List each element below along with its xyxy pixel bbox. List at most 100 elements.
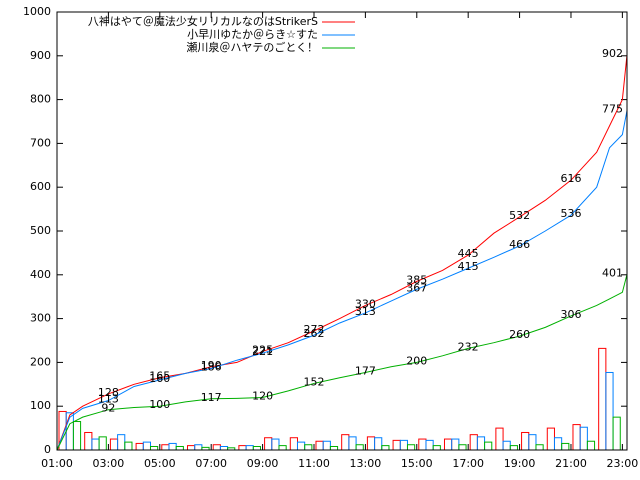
data-label: 260	[509, 328, 530, 341]
data-label: 262	[303, 327, 324, 340]
bar	[528, 434, 537, 451]
legend-label: 瀬川泉＠ハヤテのごとく！	[186, 40, 318, 54]
bar	[161, 444, 170, 451]
data-label: 117	[201, 391, 222, 404]
series-line	[56, 274, 628, 451]
bar	[348, 436, 357, 451]
bar	[278, 445, 287, 451]
x-tick-label: 11:00	[298, 457, 330, 470]
y-tick-label: 900	[30, 49, 51, 62]
y-tick-label: 800	[30, 93, 51, 106]
x-tick-label: 03:00	[93, 457, 125, 470]
x-tick-label: 15:00	[401, 457, 433, 470]
data-label: 415	[458, 260, 479, 273]
bar	[418, 438, 427, 451]
bar	[586, 440, 596, 451]
data-label: 120	[252, 389, 273, 402]
bar	[509, 445, 518, 451]
data-label: 775	[602, 103, 623, 116]
data-label: 165	[149, 370, 170, 383]
bar	[341, 434, 350, 451]
bar	[315, 440, 324, 451]
bar	[252, 445, 261, 451]
bar	[289, 437, 298, 451]
bar	[142, 441, 151, 451]
x-tick-label: 07:00	[195, 457, 227, 470]
data-label: 100	[149, 398, 170, 411]
series-line	[56, 54, 628, 451]
data-label: 225	[252, 343, 273, 356]
y-tick-label: 600	[30, 180, 51, 193]
legend-label: 八神はやて＠魔法少女リリカルなのはStrikerS	[88, 14, 318, 28]
y-tick-label: 100	[30, 399, 51, 412]
y-tick-label: 200	[30, 355, 51, 368]
bar	[98, 436, 107, 451]
bar	[553, 437, 563, 451]
series-line	[56, 110, 628, 451]
data-label: 190	[201, 359, 222, 372]
bar	[392, 439, 401, 451]
bar	[175, 445, 184, 451]
y-tick-label: 700	[30, 136, 51, 149]
bar	[109, 438, 119, 451]
data-label: 902	[602, 47, 623, 60]
bar	[329, 445, 339, 451]
data-label: 367	[406, 281, 427, 294]
bar	[451, 438, 460, 451]
data-label: 401	[602, 266, 623, 279]
x-tick-label: 05:00	[144, 457, 176, 470]
x-tick-label: 01:00	[41, 457, 73, 470]
data-label: 330	[355, 297, 376, 310]
bar	[84, 431, 93, 451]
data-label: 152	[303, 375, 324, 388]
data-label: 128	[98, 386, 119, 399]
bar	[304, 444, 313, 451]
data-label: 113	[98, 393, 119, 406]
bar	[572, 424, 581, 451]
bar	[579, 426, 588, 451]
bar	[355, 444, 364, 451]
data-label: 221	[252, 345, 273, 358]
bar	[271, 438, 280, 451]
plot-border	[56, 11, 628, 451]
bar	[535, 444, 544, 451]
data-label: 313	[355, 305, 376, 318]
bar	[186, 445, 196, 451]
data-label: 536	[560, 207, 581, 220]
data-label: 92	[101, 402, 115, 415]
data-label: 160	[149, 372, 170, 385]
bar	[212, 444, 221, 451]
bar	[484, 441, 493, 451]
bar	[406, 444, 416, 451]
bar	[296, 441, 306, 451]
bar	[432, 445, 441, 451]
data-label: 445	[458, 247, 479, 260]
bar	[264, 437, 273, 451]
data-label: 532	[509, 209, 530, 222]
data-label: 385	[406, 273, 427, 286]
bar	[124, 441, 133, 451]
bar	[502, 440, 511, 451]
x-tick-label: 17:00	[452, 457, 484, 470]
y-tick-label: 300	[30, 312, 51, 325]
bar	[374, 437, 383, 451]
bar	[399, 439, 408, 451]
bar	[521, 431, 530, 451]
bar	[194, 444, 203, 451]
bar	[425, 439, 434, 451]
data-label: 616	[560, 172, 581, 185]
bar	[546, 427, 555, 451]
legend-label: 小早川ゆたか＠らき☆すた	[187, 28, 318, 41]
data-label: 200	[406, 354, 427, 367]
bar	[149, 445, 159, 451]
data-label: 232	[458, 340, 479, 353]
y-tick-label: 1000	[23, 5, 51, 18]
x-tick-label: 09:00	[247, 457, 279, 470]
bar	[495, 427, 504, 451]
bar	[245, 445, 254, 451]
x-tick-label: 23:00	[607, 457, 639, 470]
bar	[443, 438, 453, 451]
data-label: 306	[560, 308, 581, 321]
bar	[381, 445, 390, 451]
